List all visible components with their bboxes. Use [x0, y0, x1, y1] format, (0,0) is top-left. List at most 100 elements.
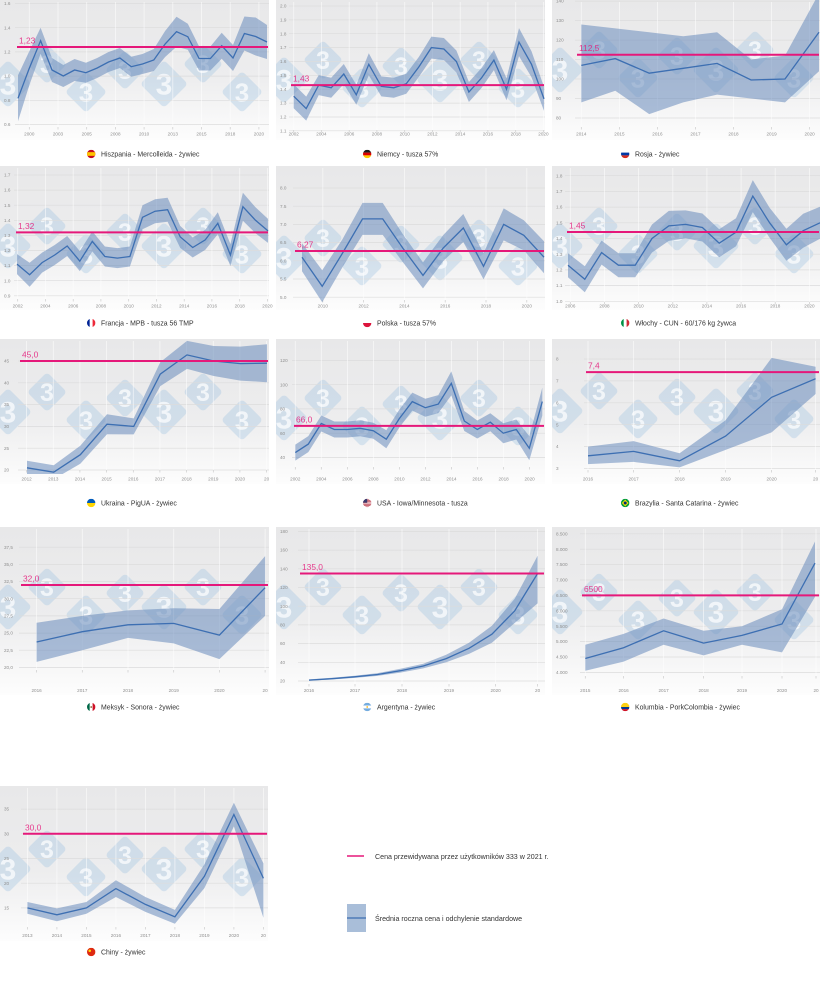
svg-text:2006: 2006	[68, 303, 79, 308]
svg-text:3: 3	[670, 585, 684, 613]
svg-text:3: 3	[708, 597, 725, 630]
svg-text:1.9: 1.9	[280, 18, 287, 23]
svg-text:3: 3	[355, 600, 369, 630]
svg-text:2018: 2018	[498, 476, 509, 481]
svg-text:3: 3	[0, 231, 16, 264]
svg-text:20: 20	[280, 679, 286, 684]
svg-text:2014: 2014	[702, 303, 713, 308]
svg-text:8.500: 8.500	[556, 531, 568, 536]
svg-text:22,5: 22,5	[4, 648, 13, 653]
svg-text:2016: 2016	[652, 131, 663, 136]
svg-text:45,0: 45,0	[22, 350, 39, 360]
svg-text:27,5: 27,5	[4, 614, 13, 619]
svg-text:1.7: 1.7	[280, 45, 287, 50]
svg-text:2020: 2020	[254, 131, 265, 136]
svg-text:2000: 2000	[24, 131, 35, 136]
svg-text:Ukraina - PigUA - żywiec: Ukraina - PigUA - żywiec	[101, 501, 177, 508]
svg-text:3: 3	[556, 466, 559, 471]
svg-text:1,32: 1,32	[18, 221, 35, 231]
svg-text:2017: 2017	[155, 476, 166, 481]
svg-text:3: 3	[748, 37, 762, 65]
svg-text:2018: 2018	[181, 476, 192, 481]
svg-text:120: 120	[280, 358, 288, 363]
svg-text:2018: 2018	[770, 303, 781, 308]
svg-text:3: 3	[472, 574, 486, 602]
svg-text:100: 100	[280, 382, 288, 387]
svg-text:25,0: 25,0	[4, 631, 13, 636]
svg-text:7.500: 7.500	[556, 562, 568, 567]
svg-text:2019: 2019	[444, 688, 455, 693]
svg-text:1,23: 1,23	[19, 36, 36, 46]
svg-text:15: 15	[4, 906, 10, 911]
svg-text:2019: 2019	[720, 476, 731, 481]
svg-text:3: 3	[276, 65, 293, 98]
svg-text:32,5: 32,5	[4, 579, 13, 584]
svg-text:3: 3	[316, 47, 330, 75]
svg-text:2015: 2015	[580, 688, 591, 693]
svg-text:6,27: 6,27	[297, 240, 314, 250]
svg-text:40: 40	[280, 455, 286, 460]
svg-text:32,0: 32,0	[23, 574, 40, 584]
svg-text:1.6: 1.6	[4, 188, 11, 193]
svg-text:60: 60	[280, 431, 286, 436]
svg-text:Brazylia - Santa Catarina - ży: Brazylia - Santa Catarina - żywiec	[635, 501, 739, 508]
svg-text:30: 30	[4, 424, 10, 429]
svg-text:2010: 2010	[394, 476, 405, 481]
svg-text:3: 3	[631, 404, 645, 434]
svg-text:2002: 2002	[289, 131, 300, 136]
svg-text:2017: 2017	[350, 688, 361, 693]
svg-text:1,45: 1,45	[569, 221, 586, 231]
svg-text:3: 3	[511, 251, 525, 281]
svg-text:1.0: 1.0	[556, 299, 563, 304]
svg-text:2012: 2012	[668, 303, 679, 308]
svg-text:3: 3	[0, 69, 16, 102]
svg-text:Włochy - CUN - 60/176 kg żywca: Włochy - CUN - 60/176 kg żywca	[635, 321, 736, 328]
svg-text:Chiny - żywiec: Chiny - żywiec	[101, 950, 146, 957]
svg-text:5.0: 5.0	[280, 295, 287, 300]
svg-text:25: 25	[4, 446, 10, 451]
svg-text:100: 100	[280, 604, 288, 609]
svg-text:2008: 2008	[110, 131, 121, 136]
svg-text:160: 160	[280, 548, 288, 553]
svg-text:3: 3	[118, 842, 132, 870]
svg-text:1.1: 1.1	[280, 128, 287, 133]
svg-text:2013: 2013	[168, 131, 179, 136]
svg-text:1.0: 1.0	[4, 278, 11, 283]
svg-text:3: 3	[316, 385, 330, 413]
svg-text:1.6: 1.6	[280, 59, 287, 64]
svg-text:3: 3	[394, 580, 408, 608]
svg-text:2019: 2019	[766, 131, 777, 136]
svg-text:2019: 2019	[208, 476, 219, 481]
svg-text:3: 3	[235, 239, 249, 269]
svg-text:2016: 2016	[304, 688, 315, 693]
svg-text:2012: 2012	[427, 131, 438, 136]
svg-text:20: 20	[813, 476, 819, 481]
svg-text:8.0: 8.0	[280, 186, 287, 191]
svg-text:20,0: 20,0	[4, 665, 13, 670]
svg-text:2002: 2002	[290, 476, 301, 481]
svg-text:2018: 2018	[481, 303, 492, 308]
svg-text:3: 3	[40, 574, 54, 602]
svg-text:35: 35	[4, 402, 10, 407]
svg-text:3: 3	[40, 836, 54, 864]
svg-text:2015: 2015	[614, 131, 625, 136]
svg-text:3: 3	[511, 73, 525, 103]
svg-text:2012: 2012	[358, 303, 369, 308]
svg-text:66,0: 66,0	[296, 414, 313, 424]
svg-text:2016: 2016	[618, 688, 629, 693]
svg-text:3: 3	[592, 579, 606, 607]
svg-text:60: 60	[280, 641, 286, 646]
svg-text:112,5: 112,5	[579, 43, 600, 53]
svg-text:2008: 2008	[368, 476, 379, 481]
svg-text:5.000: 5.000	[556, 639, 568, 644]
svg-text:3: 3	[432, 65, 449, 98]
svg-text:3: 3	[748, 579, 762, 607]
svg-text:135,0: 135,0	[302, 562, 323, 572]
svg-text:30,0: 30,0	[25, 822, 42, 832]
svg-text:1.6: 1.6	[556, 205, 563, 210]
svg-text:3: 3	[432, 592, 449, 625]
svg-text:2013: 2013	[22, 933, 33, 938]
svg-text:Średnia roczna cena i odchylen: Średnia roczna cena i odchylenie standar…	[375, 914, 522, 923]
svg-text:6.5: 6.5	[280, 240, 287, 245]
svg-text:2018: 2018	[170, 933, 181, 938]
